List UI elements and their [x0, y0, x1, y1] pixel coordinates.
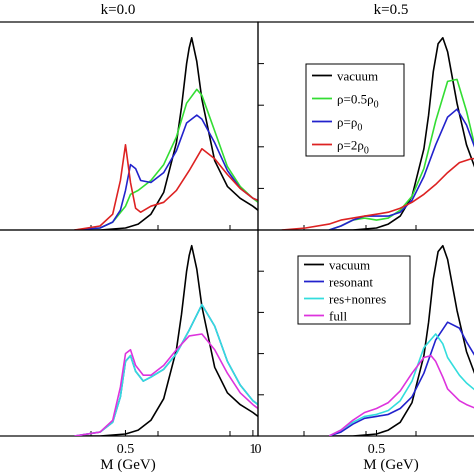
- legend-label: ρ=ρ0: [337, 115, 362, 134]
- series-line: [74, 114, 258, 230]
- series-line: [74, 303, 258, 436]
- legend-label: resonant: [329, 275, 373, 290]
- x-axis-label-right: M (GeV): [363, 457, 418, 473]
- legend-label: vacuum: [329, 258, 370, 273]
- chart-panel: 0.5 1: [0, 229, 259, 457]
- series-line: [74, 244, 258, 436]
- series-line: [74, 144, 258, 230]
- series-line: [329, 244, 474, 436]
- panel-title-left: k=0.0: [101, 2, 136, 18]
- series-line: [74, 303, 258, 436]
- panel-frame: [0, 229, 259, 437]
- series-line: [328, 333, 474, 436]
- legend-label: full: [329, 309, 347, 324]
- legend-box: [297, 255, 411, 325]
- series-line: [74, 88, 258, 230]
- chart-panel: [0, 21, 259, 231]
- series-line: [328, 321, 474, 436]
- x-tick-label: 0.5: [117, 442, 135, 457]
- series-line: [329, 37, 474, 230]
- legend-label: vacuum: [337, 69, 378, 84]
- chart-panel: vacuum ρ=0.5ρ0 ρ=ρ0 ρ=2ρ0: [257, 21, 474, 231]
- series-line: [328, 108, 474, 230]
- legend-label: ρ=2ρ0: [337, 138, 369, 157]
- legend-label: res+nonres: [329, 292, 386, 307]
- x-axis-label-left: M (GeV): [100, 457, 155, 473]
- legend-label: ρ=0.5ρ0: [337, 92, 379, 111]
- series-line: [328, 354, 474, 436]
- panel-title-right: k=0.5: [374, 2, 409, 18]
- series-line: [74, 37, 258, 230]
- chart-panel: 0 0.5 vacuum resonant res+nonres full: [255, 229, 474, 457]
- x-tick-label: 0.5: [368, 442, 386, 457]
- x-tick-label: 0: [255, 442, 262, 457]
- panel-frame: [257, 229, 474, 437]
- series-line: [281, 157, 474, 230]
- legend-box: [305, 63, 405, 157]
- x-tick-label: 1: [249, 442, 256, 457]
- series-line: [74, 333, 258, 436]
